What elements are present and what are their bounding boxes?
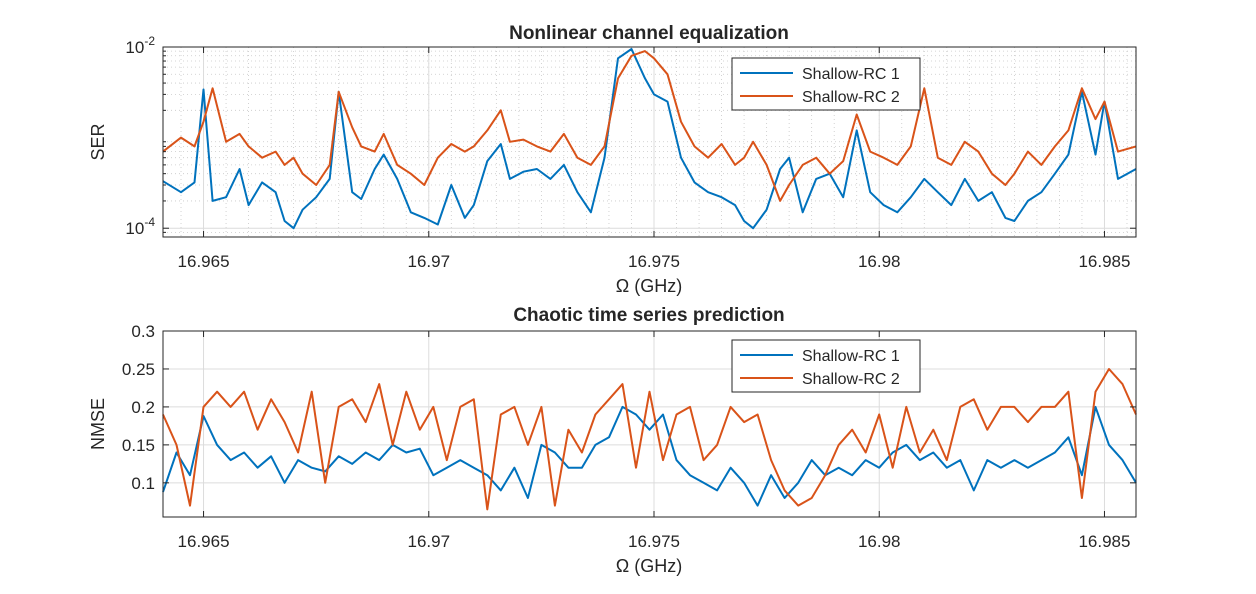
nmse-x-tick-label: 16.98 xyxy=(858,532,901,551)
nmse-x-tick-label: 16.97 xyxy=(407,532,450,551)
ser-y-tick-label: 10-4 xyxy=(125,215,155,238)
nmse-y-tick-label: 0.25 xyxy=(122,360,155,379)
nmse-legend-label-rc1: Shallow-RC 1 xyxy=(802,348,900,365)
nmse-y-axis-label: NMSE xyxy=(88,398,108,450)
ser-x-axis-label: Ω (GHz) xyxy=(616,276,682,296)
ser-plot-area xyxy=(163,47,1136,237)
ser-series-line-2 xyxy=(162,50,1137,202)
nmse-y-tick-label: 0.2 xyxy=(131,398,155,417)
ser-grid xyxy=(163,47,1136,237)
nmse-y-tick-label: 0.3 xyxy=(131,322,155,341)
ser-chart: 16.965 16.97 16.975 16.98 16.985 10-4 10-2 Non… xyxy=(88,23,1137,296)
nmse-y-tick-label: 0.15 xyxy=(122,436,155,455)
nmse-grid xyxy=(163,330,1136,517)
ser-legend-label-rc1: Shallow-RC 1 xyxy=(802,66,900,83)
nmse-plot-area xyxy=(163,331,1136,517)
nmse-y-tick-label: 0.1 xyxy=(131,474,155,493)
ser-y-tick-label: 10-2 xyxy=(125,34,155,57)
ser-x-tick-label: 16.97 xyxy=(407,252,450,271)
nmse-x-tick-label: 16.965 xyxy=(178,532,230,551)
ser-y-axis-label: SER xyxy=(88,123,108,160)
nmse-legend-label-rc2: Shallow-RC 2 xyxy=(802,371,900,388)
nmse-axes-box xyxy=(162,330,1137,518)
nmse-ticks: 16.965 16.97 16.975 16.98 16.985 0.1 0.15 0.2 0.… xyxy=(122,322,1136,551)
ser-x-tick-label: 16.965 xyxy=(178,252,230,271)
ser-x-tick-label: 16.975 xyxy=(628,252,680,271)
nmse-series-line-1 xyxy=(162,405,1137,507)
ser-legend-box xyxy=(731,57,921,111)
nmse-chart: 16.965 16.97 16.975 16.98 16.985 0.1 0.15 0.2 0.… xyxy=(88,305,1137,576)
nmse-series-group xyxy=(162,368,1137,511)
ser-series-group xyxy=(162,48,1137,230)
nmse-series-line-2 xyxy=(162,368,1137,511)
ser-series-line-1 xyxy=(162,48,1137,230)
nmse-x-tick-label: 16.985 xyxy=(1078,532,1130,551)
ser-x-tick-label: 16.985 xyxy=(1078,252,1130,271)
nmse-x-tick-label: 16.975 xyxy=(628,532,680,551)
ser-x-tick-label: 16.98 xyxy=(858,252,901,271)
ser-chart-title: Nonlinear channel equalization xyxy=(509,23,789,44)
nmse-chart-title: Chaotic time series prediction xyxy=(513,305,784,326)
ser-legend: Shallow-RC 1 Shallow-RC 2 xyxy=(731,57,921,111)
nmse-legend-box xyxy=(731,339,921,393)
ser-legend-label-rc2: Shallow-RC 2 xyxy=(802,89,900,106)
ser-ticks: 16.965 16.97 16.975 16.98 16.985 10-4 10-2 xyxy=(125,34,1136,271)
nmse-x-axis-label: Ω (GHz) xyxy=(616,556,682,576)
nmse-legend: Shallow-RC 1 Shallow-RC 2 xyxy=(731,339,921,393)
